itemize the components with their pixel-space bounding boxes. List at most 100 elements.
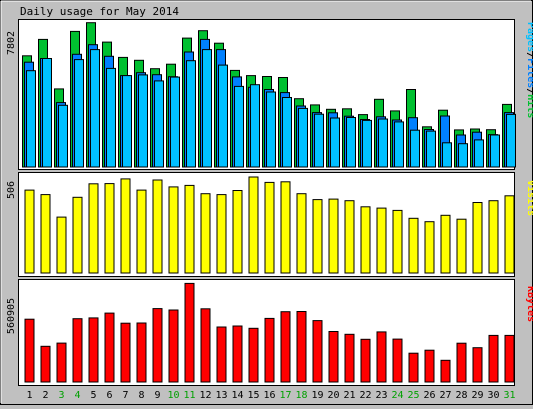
x-tick-label: 13 xyxy=(215,390,227,401)
pages-bar xyxy=(218,64,228,168)
kbytes-bar xyxy=(408,352,419,383)
legend-pages: Pages xyxy=(525,22,533,52)
kbytes-bar xyxy=(504,334,515,383)
legend-sep-2: / xyxy=(525,88,533,94)
x-tick-label: 6 xyxy=(106,390,112,401)
visits-bar xyxy=(184,184,195,274)
x-tick-label: 14 xyxy=(231,390,243,401)
kbytes-bar xyxy=(88,317,99,383)
kbytes-bar xyxy=(280,311,291,383)
visits-bar xyxy=(488,200,499,274)
pages-bar xyxy=(26,70,36,168)
pages-bar xyxy=(474,139,484,168)
legend-kbytes: KBytes xyxy=(525,286,533,322)
visits-bar xyxy=(40,194,51,274)
x-tick-label: 24 xyxy=(391,390,403,401)
visits-bar xyxy=(456,218,467,274)
kbytes-ymax-label: 560905 xyxy=(6,298,17,334)
pages-bar xyxy=(122,75,132,168)
x-tick-label: 15 xyxy=(247,390,259,401)
visits-bar xyxy=(104,183,115,274)
visits-bar xyxy=(312,199,323,274)
chart-title: Daily usage for May 2014 xyxy=(20,5,179,18)
visits-bars xyxy=(24,176,515,274)
visits-bar xyxy=(296,193,307,274)
hits-ymax-label: 7802 xyxy=(6,31,17,55)
visits-bar xyxy=(152,179,163,274)
x-tick-label: 7 xyxy=(122,390,128,401)
pages-bar xyxy=(138,74,148,168)
visits-bar xyxy=(248,176,259,274)
x-tick-label: 25 xyxy=(407,390,419,401)
x-tick-label: 12 xyxy=(199,390,211,401)
pages-bar xyxy=(90,49,100,168)
x-tick-label: 1 xyxy=(26,390,32,401)
pages-bar xyxy=(506,113,516,168)
pages-bar xyxy=(106,67,116,168)
pages-bar xyxy=(170,76,180,168)
visits-bar xyxy=(120,178,131,274)
x-axis-labels: 1 2 3 4 5 6 7 8 9 10 11 12 13 14 15 16 17 18 19 20 21 22 23 24 2… xyxy=(26,390,515,401)
kbytes-bar xyxy=(104,312,115,383)
kbytes-bar xyxy=(312,320,323,383)
kbytes-bar xyxy=(296,311,307,383)
kbytes-bar xyxy=(168,309,179,383)
visits-bar xyxy=(424,221,435,274)
kbytes-bar xyxy=(344,333,355,383)
visits-bar xyxy=(408,217,419,274)
visits-bar xyxy=(280,181,291,274)
visits-bar xyxy=(24,189,35,274)
pages-bar xyxy=(186,60,196,168)
kbytes-bar xyxy=(392,338,403,383)
visits-bar xyxy=(168,186,179,274)
x-tick-label: 19 xyxy=(311,390,323,401)
visits-bar xyxy=(440,214,451,274)
visits-bar xyxy=(376,207,387,274)
visits-bar xyxy=(504,195,515,274)
visits-bar xyxy=(232,190,243,274)
pages-bar xyxy=(394,121,404,168)
kbytes-bar xyxy=(136,322,147,383)
x-tick-label: 29 xyxy=(471,390,483,401)
pages-bar xyxy=(42,58,52,168)
visits-bar xyxy=(472,202,483,274)
x-tick-label: 17 xyxy=(279,390,291,401)
pages-bar xyxy=(442,142,452,168)
pages-bar xyxy=(58,104,68,168)
pages-bar xyxy=(378,118,388,168)
x-tick-label: 31 xyxy=(503,390,515,401)
pages-bar xyxy=(362,119,372,168)
x-tick-label: 20 xyxy=(327,390,339,401)
pages-bar xyxy=(298,107,308,168)
kbytes-bar xyxy=(152,308,163,383)
visits-ymax-label: 506 xyxy=(6,181,17,199)
x-tick-label: 16 xyxy=(263,390,275,401)
kbytes-bar xyxy=(264,317,275,383)
pages-bar xyxy=(346,117,356,168)
kbytes-bar xyxy=(360,338,371,383)
kbytes-bars xyxy=(24,282,515,383)
kbytes-bar xyxy=(184,282,195,383)
x-tick-label: 4 xyxy=(74,390,80,401)
x-tick-label: 5 xyxy=(90,390,96,401)
visits-bar xyxy=(360,206,371,274)
visits-bar xyxy=(136,189,147,274)
pages-bar xyxy=(282,97,292,168)
kbytes-bar xyxy=(72,318,83,383)
kbytes-bar xyxy=(40,345,51,383)
visits-bar xyxy=(200,193,211,274)
kbytes-bar xyxy=(248,327,259,383)
kbytes-bar xyxy=(472,347,483,383)
x-tick-label: 10 xyxy=(167,390,179,401)
kbytes-bar xyxy=(424,349,435,383)
kbytes-bar xyxy=(456,342,467,383)
pages-bar xyxy=(234,85,244,168)
visits-bar xyxy=(264,181,275,274)
kbytes-bar xyxy=(328,331,339,383)
x-tick-label: 2 xyxy=(42,390,48,401)
visits-bar xyxy=(56,216,67,274)
x-tick-label: 21 xyxy=(343,390,355,401)
x-tick-label: 3 xyxy=(58,390,64,401)
